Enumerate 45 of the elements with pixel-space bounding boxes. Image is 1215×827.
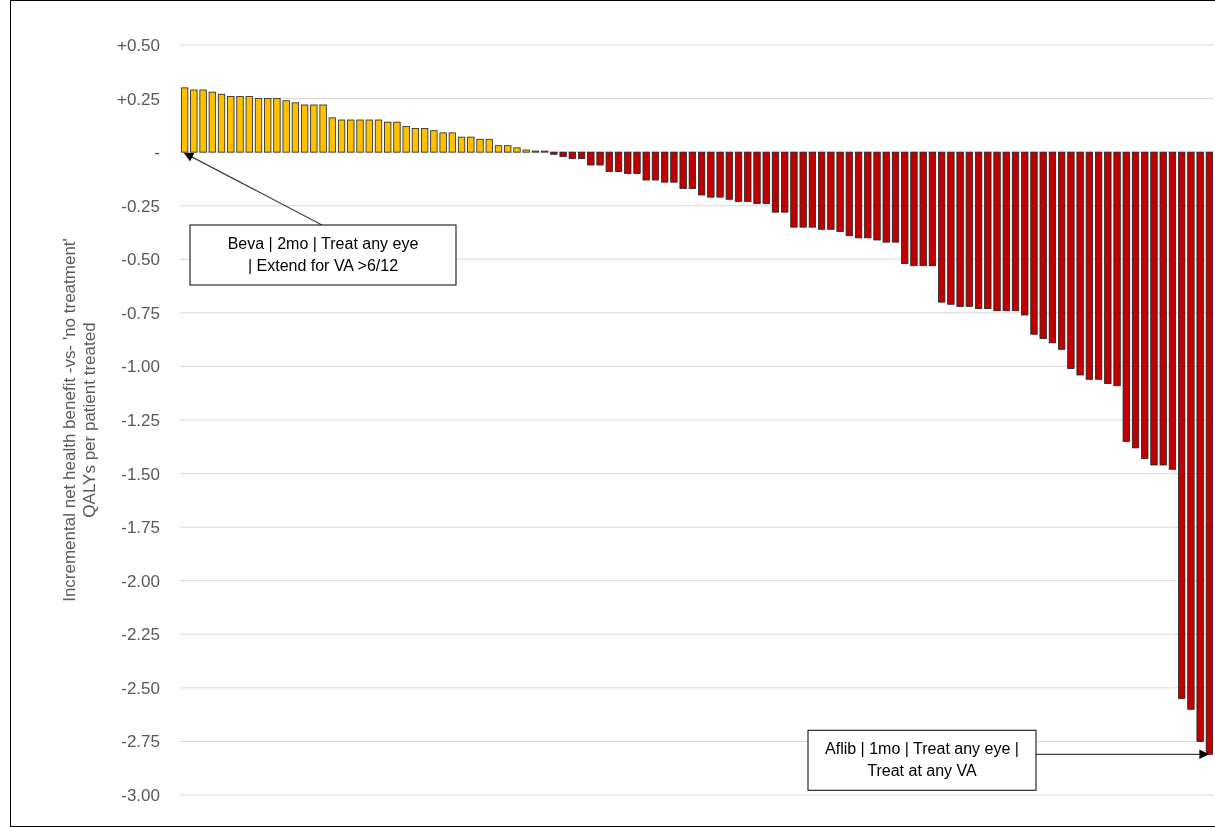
- bar: [1168, 151, 1177, 470]
- y-tick-label: -0.75: [121, 303, 160, 323]
- bar: [180, 87, 189, 153]
- bar: [734, 151, 743, 202]
- bar: [577, 151, 586, 159]
- y-tick-label: -3.00: [121, 785, 160, 805]
- bar: [974, 151, 983, 309]
- y-tick-label: -0.25: [121, 196, 160, 216]
- bar: [928, 151, 937, 267]
- bar: [688, 151, 697, 189]
- bar: [457, 136, 466, 153]
- y-tick-label: -2.50: [121, 678, 160, 698]
- y-tick-label: -1.25: [121, 410, 160, 430]
- bar: [771, 151, 780, 213]
- y-tick-label: -1.75: [121, 518, 160, 538]
- y-tick-label: +0.50: [116, 35, 160, 55]
- bar: [651, 151, 660, 181]
- bar: [891, 151, 900, 243]
- bar: [291, 102, 300, 153]
- annotation: Beva | 2mo | Treat any eye | Extend for VA >6/12: [227, 235, 419, 274]
- y-tick-label: -: [154, 143, 160, 163]
- y-tick-label: +0.25: [116, 89, 160, 109]
- bar: [1048, 151, 1057, 344]
- y-tick-label: -2.25: [121, 625, 160, 645]
- bar: [1094, 151, 1103, 380]
- y-tick-label: -0.50: [121, 250, 160, 270]
- bar: [854, 151, 863, 239]
- bar: [1131, 151, 1140, 449]
- bar: [217, 93, 226, 153]
- bar: [614, 151, 623, 172]
- y-tick-label: -2.00: [121, 571, 160, 591]
- y-tick-label: -2.75: [121, 732, 160, 752]
- y-axis-title: Incremental net health benefit -vs- 'no treatment' QALYs per patient treated: [60, 238, 100, 602]
- bar: [697, 151, 706, 196]
- bar: [494, 145, 503, 153]
- bar: [254, 98, 263, 153]
- y-tick-label: -1.00: [121, 357, 160, 377]
- y-tick-label: -1.50: [121, 464, 160, 484]
- bar: [374, 119, 383, 153]
- bar: [411, 128, 420, 153]
- bar: [808, 151, 817, 228]
- bar: [1011, 151, 1020, 312]
- bar: [1205, 151, 1214, 755]
- annotation: Aflib | 1mo | Treat any eye | Treat at any VA: [825, 740, 1019, 780]
- bar: [337, 119, 346, 153]
